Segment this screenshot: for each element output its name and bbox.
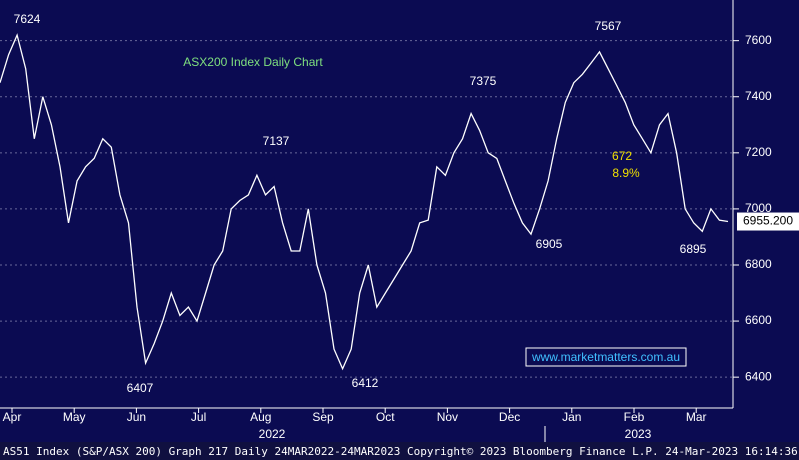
year-label: 2023 [625, 427, 652, 441]
annotation: 7375 [470, 74, 497, 88]
year-label: 2022 [259, 427, 286, 441]
last-price: 6955.200 [743, 214, 793, 228]
x-tick-label: Jun [127, 410, 146, 424]
footer-bar [0, 442, 799, 460]
x-tick-label: Sep [312, 410, 334, 424]
price-line [0, 33, 729, 371]
y-tick-label: 7000 [745, 201, 772, 215]
y-tick-label: 7400 [745, 89, 772, 103]
annotation: 6412 [352, 376, 379, 390]
annotation: 7567 [595, 19, 622, 33]
x-tick-label: Mar [686, 410, 707, 424]
annotation: 672 [612, 149, 632, 163]
x-tick-label: Jan [562, 410, 581, 424]
footer: AS51 Index (S&P/ASX 200) Graph 217 Daily… [3, 445, 798, 458]
x-tick-label: May [63, 410, 86, 424]
x-tick-label: Jul [191, 410, 206, 424]
annotation: 6895 [680, 242, 707, 256]
x-tick-label: Apr [3, 410, 22, 424]
y-tick-label: 6800 [745, 257, 772, 271]
source: www.marketmatters.com.au [531, 350, 680, 364]
last-price-box [737, 212, 799, 231]
x-tick-label: Dec [499, 410, 520, 424]
x-tick-label: Aug [250, 410, 271, 424]
chart-title: ASX200 Index Daily Chart [183, 55, 323, 69]
x-tick-label: Oct [376, 410, 395, 424]
annotation: 6905 [536, 237, 563, 251]
y-tick-label: 7600 [745, 33, 772, 47]
annotation: 8.9% [612, 166, 640, 180]
y-tick-label: 6600 [745, 313, 772, 327]
annotation: 7624 [14, 12, 41, 26]
x-tick-label: Feb [624, 410, 645, 424]
y-tick-label: 7200 [745, 145, 772, 159]
source-box [525, 347, 687, 367]
annotation: 7137 [263, 134, 290, 148]
y-tick-label: 6400 [745, 369, 772, 383]
annotation: 6407 [127, 381, 154, 395]
x-tick-label: Nov [437, 410, 458, 424]
